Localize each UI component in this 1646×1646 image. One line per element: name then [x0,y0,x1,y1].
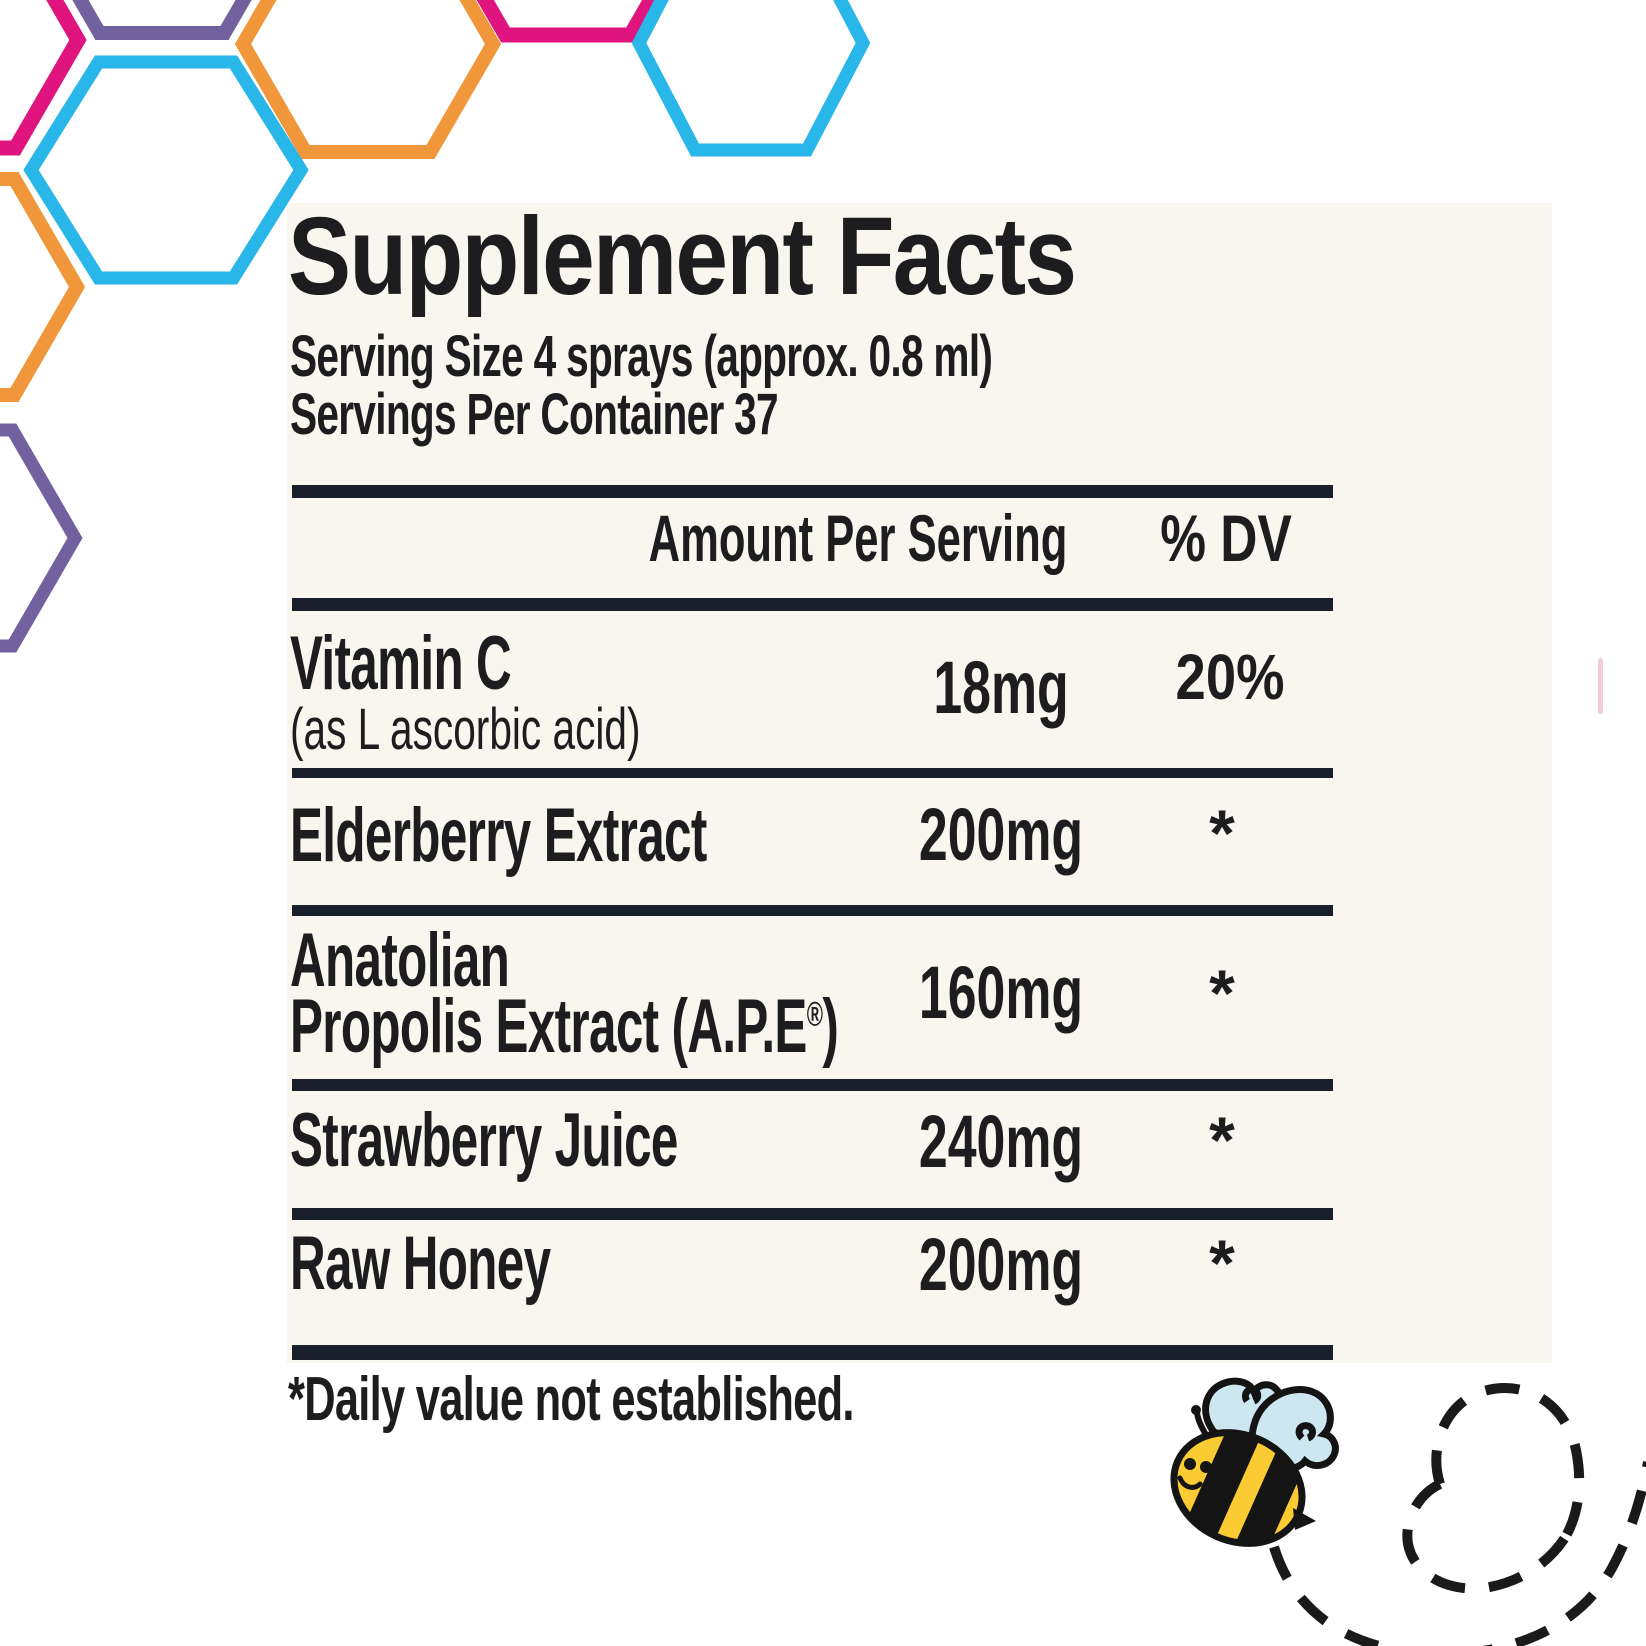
hexagon-orange-left [0,172,86,402]
table-bottom-rule [292,1345,1333,1360]
serving-size-text: Serving Size 4 sprays (approx. 0.8 ml) [290,324,993,389]
hexagon-orange-top [234,0,502,159]
nutrient-dv: 20% [1175,641,1285,713]
nutrient-name-line2-text: Propolis Extract (A.P.E [290,984,807,1069]
nutrient-name-detail: (as L ascorbic acid) [290,697,641,762]
scan-artifact-mark [1598,658,1603,714]
bee-face-icon [1177,1458,1212,1490]
hexagon-purple-left [0,423,83,653]
antenna-tip-left [1191,1405,1201,1415]
nutrient-amount: 240mg [918,1100,1084,1183]
bee-illustration [1170,1377,1339,1564]
nutrient-dv: * [1209,956,1235,1030]
column-header-amount-per-serving: Amount Per Serving [648,501,1068,575]
bee-stinger-icon [1293,1508,1316,1530]
registered-trademark-symbol: ® [806,995,823,1034]
nutrient-name-line2: Propolis Extract (A.P.E®) [290,989,839,1065]
trail-tail-curve [1269,1461,1646,1646]
nutrient-dv: * [1209,796,1235,870]
page-title: Supplement Facts [288,195,1077,318]
hexagon-cyan-large [23,55,309,285]
hexagon-pink-top-left [0,0,87,156]
nutrient-amount: 200mg [918,1223,1084,1306]
nutrient-name: Raw Honey [290,1221,551,1306]
table-header-rule [292,598,1333,611]
daily-value-footnote: *Daily value not established. [288,1365,854,1434]
bee-flight-trail [1269,1383,1646,1646]
nutrient-name-line2-close: ) [822,984,839,1069]
column-header-percent-dv: % DV [1160,501,1292,575]
hexagon-pink-top-mid [476,0,660,43]
servings-per-container-text: Servings Per Container 37 [290,382,779,447]
trail-heart-icon [1402,1383,1585,1594]
nutrient-dv: * [1209,1226,1235,1300]
row-separator-2 [292,905,1333,916]
nutrient-name: Elderberry Extract [290,793,707,878]
nutrient-dv: * [1209,1103,1235,1177]
nutrient-name: Anatolian [290,918,510,1003]
honeycomb-hexagon-icons [0,0,871,653]
label-background-panel [287,203,1552,1363]
row-separator-1 [292,768,1333,778]
table-top-rule [292,485,1333,498]
nutrient-name: Vitamin C [290,621,512,706]
row-separator-4 [292,1208,1333,1220]
nutrient-amount: 18mg [933,646,1069,729]
row-separator-3 [292,1079,1333,1091]
nutrient-name: Strawberry Juice [290,1098,678,1183]
nutrient-amount: 200mg [918,793,1084,876]
nutrient-amount: 160mg [918,951,1084,1034]
hexagon-purple-top [72,0,252,40]
hexagon-cyan-top-right [631,0,871,157]
